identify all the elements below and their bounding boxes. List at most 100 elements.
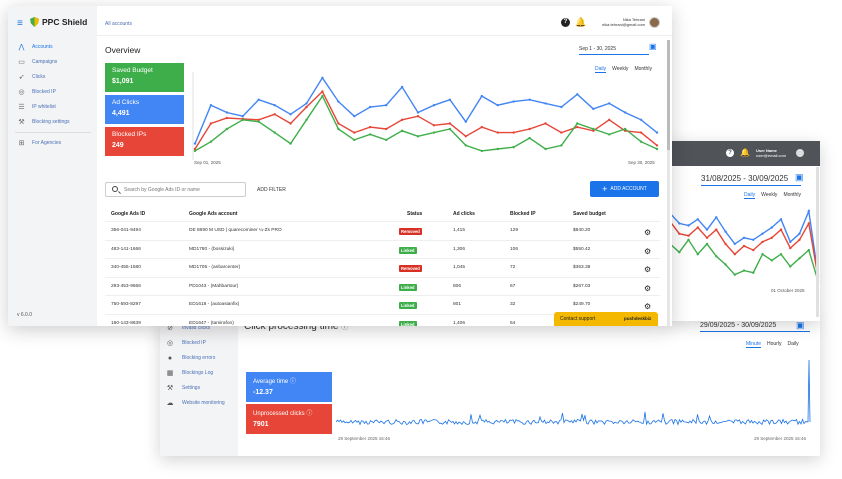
series-2-point-22[interactable] [544,147,547,151]
series-0-point-1[interactable] [678,222,681,225]
series-1-point-1[interactable] [678,232,681,235]
series-0-point-9[interactable] [752,238,755,241]
nav-invalid-clicks[interactable]: ⊘ Invalid clicks [167,325,211,332]
series-1-point-4[interactable] [257,118,260,121]
series-1-point-23[interactable] [560,131,563,134]
series-2-point-13[interactable] [400,129,404,132]
tab-minute[interactable]: Minute [746,341,762,348]
series-1-point-15[interactable] [807,222,810,225]
series-1-point-20[interactable] [512,131,515,134]
help-icon[interactable]: ⓘ [289,379,296,385]
series-2-point-10[interactable] [761,253,764,256]
sidebar-item-accounts[interactable]: ⋀ Accounts [18,44,53,51]
series-2-point-26[interactable] [608,133,611,136]
breadcrumb[interactable]: All accounts [105,21,132,27]
header-status[interactable]: Status [407,211,423,217]
series-0-point-27[interactable] [623,111,627,114]
series-2-point-23[interactable] [560,144,563,147]
help-icon[interactable]: ⓘ [341,324,349,331]
series-1-point-29[interactable] [655,144,659,147]
nav-blocked-ip[interactable]: ◎ Blocked IP [166,340,206,347]
avatar[interactable] [796,149,804,157]
series-2-point-12[interactable] [779,253,783,256]
series-0-point-18[interactable] [480,94,483,98]
series-0-point-9[interactable] [337,100,340,103]
header-ad-clicks[interactable]: Ad clicks [453,211,475,217]
scrollbar[interactable] [816,167,819,317]
series-2-point-4[interactable] [705,242,709,246]
series-2-point-18[interactable] [480,149,483,153]
series-1-point-21[interactable] [528,127,531,131]
gear-icon[interactable]: ⚙ [644,302,652,311]
date-range-input[interactable]: 29/09/2025 - 30/09/2025 [700,322,810,332]
series-1-point-11[interactable] [369,125,372,129]
series-1-point-3[interactable] [696,226,699,229]
series-2-point-14[interactable] [416,135,420,138]
tab-daily[interactable]: Daily [744,192,756,199]
series-0-point-2[interactable] [687,224,690,227]
nav-blockings-log[interactable]: ▦ Blockings Log [166,370,214,377]
calendar-icon[interactable]: ▣ [796,320,805,330]
series-2-point-11[interactable] [770,259,773,262]
series-1-point-7[interactable] [733,253,736,256]
scrollbar[interactable] [667,40,670,326]
series-2-point-6[interactable] [724,263,727,266]
series-0-point-11[interactable] [369,105,372,109]
series-2-point-5[interactable] [273,131,276,134]
series-0-point-11[interactable] [770,226,773,229]
gear-icon[interactable]: ⚙ [644,246,652,256]
series-1-point-19[interactable] [496,131,499,134]
series-2-point-14[interactable] [798,257,801,260]
series-2-point-27[interactable] [623,127,627,131]
series-0-point-28[interactable] [639,118,643,121]
series-1-point-24[interactable] [576,125,579,129]
series-0-point-4[interactable] [257,98,260,101]
series-2-point-7[interactable] [733,273,736,276]
sidebar-item-campaigns[interactable]: ▭ Campaigns [18,59,58,66]
series-1-point-15[interactable] [432,124,436,127]
gear-icon[interactable]: ⚙ [644,228,652,237]
series-2-point-16[interactable] [448,127,452,131]
series-2-point-8[interactable] [742,269,746,272]
series-0-point-14[interactable] [798,232,801,235]
series-1-point-4[interactable] [705,236,709,239]
series-0-point-7[interactable] [305,102,308,105]
series-0-point-24[interactable] [576,93,579,96]
table-row[interactable]: 750-593-8297 ED1618 - (autoasianfix) 801 32… [105,296,660,315]
series-2-point-1[interactable] [209,140,213,143]
add-filter-button[interactable]: ADD FILTER [257,187,286,193]
gear-icon[interactable]: ⚙ [644,283,652,293]
series-0-point-8[interactable] [321,76,324,79]
series-0-point-19[interactable] [496,104,499,107]
table-row[interactable]: 356-041-9494 DE 8690 M USD | quarecominer… [105,222,660,241]
series-2-point-8[interactable] [321,94,324,98]
series-1-point-13[interactable] [789,246,792,250]
table-row[interactable]: 340-455-1580 MD1705 - (anbarcenter) 1,045 7… [105,259,660,278]
series-2-point-9[interactable] [752,271,755,274]
series-2-point-3[interactable] [241,118,244,121]
series-2-point-20[interactable] [512,146,515,149]
bell-icon[interactable]: 🔔 [740,148,750,157]
series-0-point-12[interactable] [779,218,783,221]
series-0-point-13[interactable] [789,240,792,244]
series-1-point-10[interactable] [353,131,356,134]
nav-settings[interactable]: ⚒ Settings [166,385,201,392]
calendar-icon[interactable]: ▣ [795,172,804,182]
saved-budget-card[interactable]: Saved Budget $1,091 [105,63,184,92]
series-0-point-3[interactable] [696,218,699,221]
series-0-point-5[interactable] [273,104,276,107]
series-1-point-17[interactable] [464,135,467,138]
series-1-point-14[interactable] [416,115,420,118]
series-0-point-23[interactable] [560,105,563,109]
series-1-point-6[interactable] [289,122,292,125]
series-2-point-21[interactable] [528,136,531,140]
series-2-point-9[interactable] [337,127,340,131]
series-1-point-1[interactable] [209,122,213,125]
series-1-point-6[interactable] [724,242,727,246]
tab-weekly[interactable]: Weekly [761,192,778,198]
series-2-point-6[interactable] [289,142,292,145]
series-2-point-3[interactable] [696,253,699,256]
add-account-button[interactable]: + ADD ACCOUNT [590,181,659,197]
bell-icon[interactable]: 🔔 [575,17,587,27]
scrollbar-thumb[interactable] [667,40,670,150]
